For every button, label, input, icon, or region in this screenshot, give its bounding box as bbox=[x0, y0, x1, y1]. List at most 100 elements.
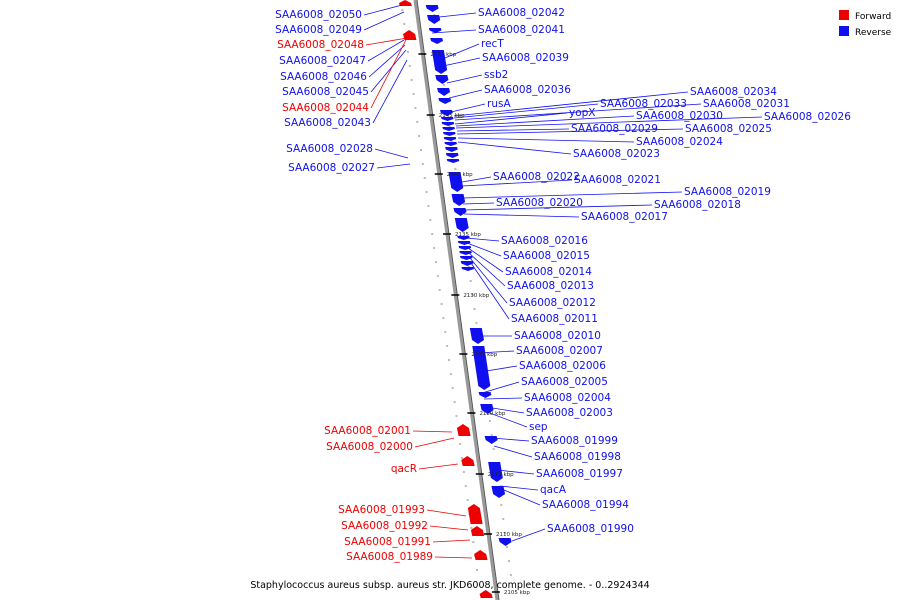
reverse-label-leader bbox=[431, 29, 477, 34]
reverse-gene-label[interactable]: SAA6008_02007 bbox=[516, 345, 603, 357]
reverse-label-leader bbox=[455, 115, 635, 127]
genome-caption: Staphylococcus aureus subsp. aureus str.… bbox=[250, 580, 649, 591]
reverse-label-leader bbox=[462, 202, 495, 205]
left-gene-label[interactable]: SAA6008_02001 bbox=[324, 425, 411, 437]
reverse-gene-label[interactable]: SAA6008_02011 bbox=[511, 313, 598, 325]
left-gene-label[interactable]: SAA6008_02043 bbox=[284, 117, 371, 129]
reverse-gene-label[interactable]: SAA6008_02005 bbox=[521, 376, 608, 388]
reverse-gene-label[interactable]: recT bbox=[481, 38, 504, 50]
left-gene-label[interactable]: SAA6008_02050 bbox=[275, 9, 362, 21]
left-gene-label[interactable]: SAA6008_01991 bbox=[344, 536, 431, 548]
reverse-gene-label[interactable]: SAA6008_02024 bbox=[636, 136, 723, 148]
reverse-gene-label[interactable]: SAA6008_02019 bbox=[684, 186, 771, 198]
reverse-label-leader bbox=[466, 242, 502, 257]
genome-axis-edge bbox=[416, 0, 500, 600]
forward-gene-feature bbox=[467, 504, 483, 524]
reverse-gene-feature bbox=[428, 28, 442, 33]
reverse-gene-label[interactable]: SAA6008_02014 bbox=[505, 266, 592, 278]
reverse-label-leader bbox=[481, 381, 520, 394]
reverse-gene-label[interactable]: SAA6008_02023 bbox=[573, 148, 660, 160]
left-gene-label[interactable]: SAA6008_02044 bbox=[282, 102, 369, 114]
forward-gene-feature bbox=[403, 30, 417, 40]
left-gene-label[interactable]: SAA6008_01993 bbox=[338, 504, 425, 516]
reverse-gene-label[interactable]: qacA bbox=[540, 484, 567, 496]
reverse-gene-label[interactable]: SAA6008_02030 bbox=[636, 110, 723, 122]
reverse-gene-label[interactable]: SAA6008_02016 bbox=[501, 235, 588, 247]
gene-labels: SAA6008_02042 SAA6008_02041 recT SAA6008_02… bbox=[275, 7, 851, 563]
reverse-gene-label[interactable]: SAA6008_02033 bbox=[600, 98, 687, 110]
left-gene-label[interactable]: SAA6008_01992 bbox=[341, 520, 428, 532]
forward-gene-feature bbox=[470, 526, 485, 536]
left-gene-label[interactable]: SAA6008_02048 bbox=[277, 39, 364, 51]
legend-reverse-label: Reverse bbox=[855, 28, 892, 38]
reverse-label-leader bbox=[479, 365, 518, 373]
reverse-gene-label[interactable]: SAA6008_02036 bbox=[484, 84, 571, 96]
left-gene-label[interactable]: qacR bbox=[391, 463, 417, 475]
reverse-gene-label[interactable]: SAA6008_02017 bbox=[581, 211, 668, 223]
kbp-markers: 2150 kbp 2145 kbp 2140 kbp 2135 kbp 2130 kbp… bbox=[418, 52, 530, 596]
kbp-marker-label: 2110 kbp bbox=[496, 532, 522, 538]
reverse-label-leader bbox=[450, 103, 486, 113]
reverse-label-leader bbox=[511, 528, 546, 542]
reverse-gene-feature bbox=[478, 392, 492, 398]
left-gene-label[interactable]: SAA6008_02045 bbox=[282, 86, 369, 98]
reverse-gene-label[interactable]: SAA6008_02031 bbox=[703, 98, 790, 110]
reverse-gene-label[interactable]: SAA6008_02039 bbox=[482, 52, 569, 64]
reverse-gene-label[interactable]: ssb2 bbox=[484, 69, 508, 81]
left-gene-label[interactable]: SAA6008_01989 bbox=[346, 551, 433, 563]
reverse-gene-label[interactable]: SAA6008_02018 bbox=[654, 199, 741, 211]
reverse-gene-feature bbox=[472, 346, 491, 390]
reverse-label-leader bbox=[455, 116, 763, 129]
left-gene-label[interactable]: SAA6008_02000 bbox=[326, 441, 413, 453]
reverse-gene-feature bbox=[443, 137, 457, 141]
reverse-gene-label[interactable]: SAA6008_01999 bbox=[531, 435, 618, 447]
reverse-gene-label[interactable]: SAA6008_02003 bbox=[526, 407, 613, 419]
reverse-gene-label[interactable]: SAA6008_01990 bbox=[547, 523, 634, 535]
reverse-label-leader bbox=[453, 103, 599, 119]
reverse-gene-label[interactable]: SAA6008_02021 bbox=[574, 174, 661, 186]
reverse-gene-label[interactable]: SAA6008_02042 bbox=[478, 7, 565, 19]
reverse-gene-label[interactable]: SAA6008_01994 bbox=[542, 499, 629, 511]
reverse-gene-label[interactable]: SAA6008_02041 bbox=[478, 24, 565, 36]
legend-forward-swatch bbox=[839, 10, 849, 20]
reverse-gene-label[interactable]: SAA6008_02006 bbox=[519, 360, 606, 372]
reverse-label-leader bbox=[439, 43, 480, 61]
reverse-gene-label[interactable]: SAA6008_02010 bbox=[514, 330, 601, 342]
forward-gene-feature bbox=[399, 0, 412, 6]
left-gene-label[interactable]: SAA6008_02047 bbox=[279, 55, 366, 67]
left-label-leader bbox=[363, 4, 403, 16]
reverse-gene-label[interactable]: SAA6008_02026 bbox=[764, 111, 851, 123]
reverse-gene-feature bbox=[441, 122, 455, 126]
reverse-gene-label[interactable]: SAA6008_02022 bbox=[493, 171, 580, 183]
reverse-gene-feature bbox=[459, 251, 472, 255]
reverse-gene-label[interactable]: SAA6008_02029 bbox=[571, 123, 658, 135]
reverse-gene-label[interactable]: SAA6008_02013 bbox=[507, 280, 594, 292]
reverse-gene-feature bbox=[448, 172, 464, 192]
reverse-gene-feature bbox=[460, 261, 474, 266]
reverse-gene-feature bbox=[431, 50, 448, 74]
reverse-label-leader bbox=[491, 437, 530, 442]
reverse-gene-label[interactable]: rusA bbox=[487, 98, 511, 110]
reverse-label-leader bbox=[446, 74, 483, 84]
left-gene-label[interactable]: SAA6008_02046 bbox=[280, 71, 367, 83]
reverse-gene-label[interactable]: SAA6008_02020 bbox=[496, 197, 583, 209]
left-label-leader bbox=[363, 11, 405, 31]
kbp-marker-label: 2120 kbp bbox=[479, 411, 505, 417]
reverse-label-leader bbox=[442, 57, 481, 67]
reverse-gene-label[interactable]: SAA6008_02015 bbox=[503, 250, 590, 262]
reverse-gene-label[interactable]: SAA6008_01998 bbox=[534, 451, 621, 463]
reverse-gene-feature bbox=[446, 159, 460, 163]
reverse-gene-feature bbox=[469, 328, 485, 344]
left-gene-label[interactable]: SAA6008_02049 bbox=[275, 24, 362, 36]
reverse-gene-label[interactable]: SAA6008_02012 bbox=[509, 297, 596, 309]
reverse-gene-label[interactable]: SAA6008_01997 bbox=[536, 468, 623, 480]
reverse-gene-label[interactable]: SAA6008_02025 bbox=[685, 123, 772, 135]
reverse-gene-label[interactable]: SAA6008_02004 bbox=[524, 392, 611, 404]
reverse-gene-label[interactable]: sep bbox=[529, 421, 548, 433]
reverse-gene-feature bbox=[458, 246, 472, 250]
reverse-gene-label[interactable]: yopX bbox=[569, 107, 596, 119]
reverse-label-leader bbox=[493, 445, 533, 458]
reverse-gene-label[interactable]: SAA6008_02034 bbox=[690, 86, 777, 98]
left-gene-label[interactable]: SAA6008_02028 bbox=[286, 143, 373, 155]
left-gene-label[interactable]: SAA6008_02027 bbox=[288, 162, 375, 174]
